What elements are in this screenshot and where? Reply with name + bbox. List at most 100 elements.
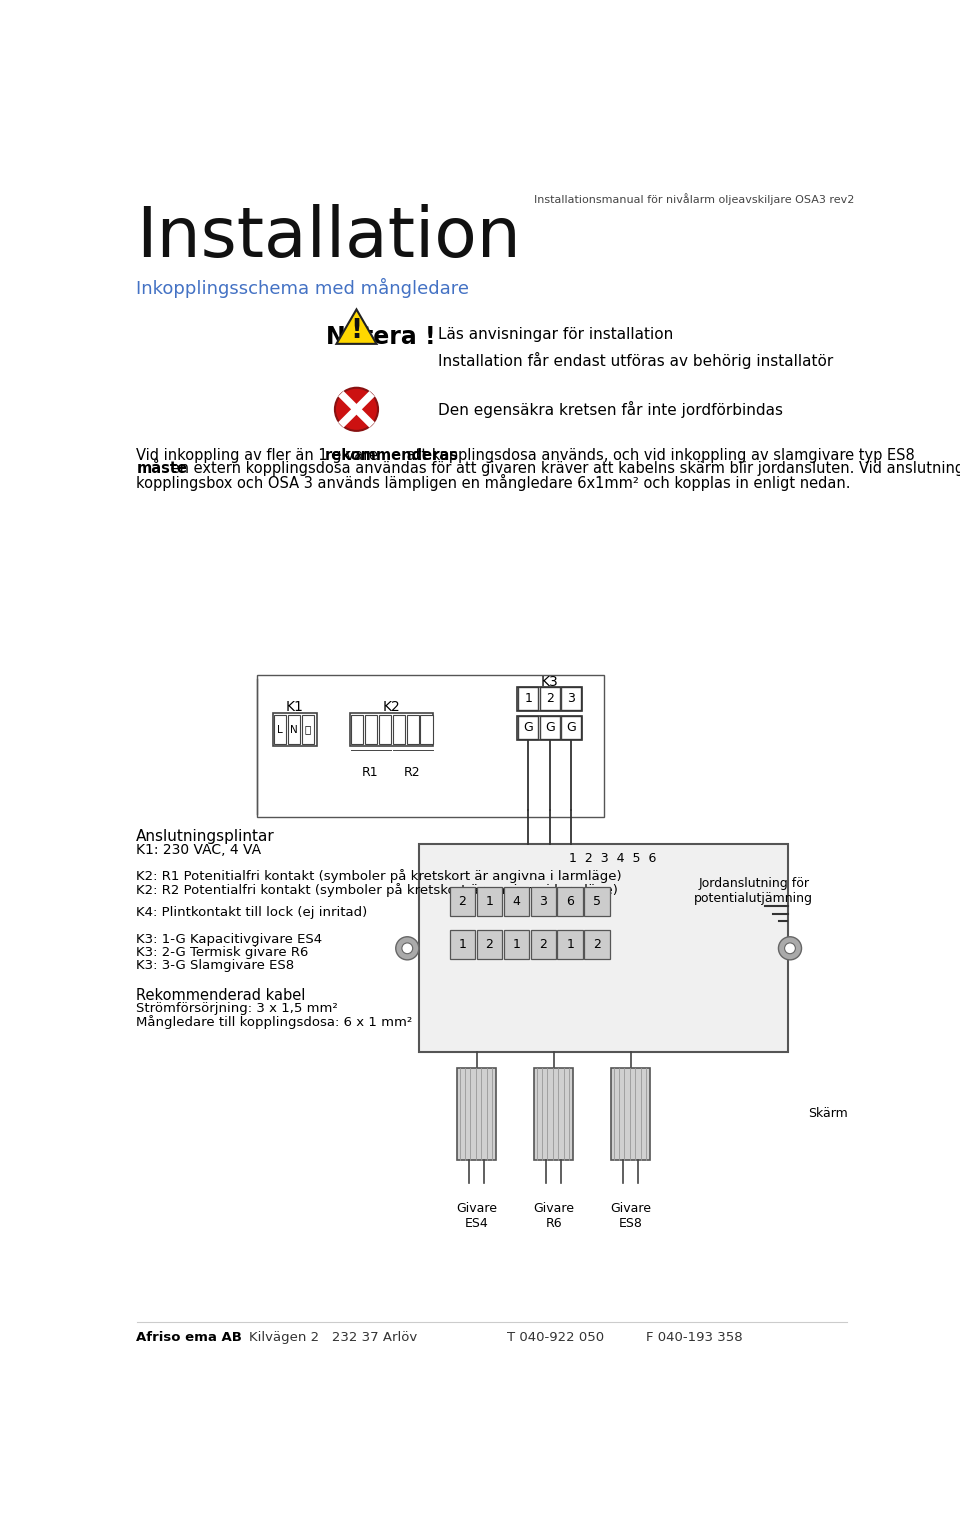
Bar — [288, 715, 300, 744]
Text: ⏚: ⏚ — [305, 724, 311, 735]
Bar — [535, 1067, 573, 1160]
Bar — [531, 931, 556, 959]
Bar — [420, 715, 433, 744]
Text: Notera !: Notera ! — [326, 325, 436, 349]
Text: G: G — [545, 721, 555, 733]
Text: K3: 1-G Kapacitivgivare ES4: K3: 1-G Kapacitivgivare ES4 — [136, 934, 323, 946]
Bar — [540, 686, 560, 709]
Circle shape — [779, 937, 802, 959]
Text: K1: 230 VAC, 4 VA: K1: 230 VAC, 4 VA — [136, 842, 261, 856]
Bar — [517, 686, 582, 710]
Text: 5: 5 — [593, 894, 601, 908]
Bar — [406, 715, 419, 744]
Text: Skarvdosa: Skarvdosa — [542, 903, 612, 915]
Text: K2: K2 — [382, 700, 400, 713]
Text: Givare
ES4: Givare ES4 — [456, 1202, 497, 1231]
Bar — [518, 686, 539, 709]
Text: 1: 1 — [566, 938, 574, 950]
Polygon shape — [336, 310, 376, 345]
Text: Rekommenderad kabel: Rekommenderad kabel — [136, 988, 305, 1003]
Bar — [504, 887, 529, 915]
Text: R2: R2 — [403, 765, 420, 779]
Text: kopplingsbox och OSA 3 används lämpligen en mångledare 6x1mm² och kopplas in enl: kopplingsbox och OSA 3 används lämpligen… — [136, 474, 851, 490]
Bar — [540, 716, 560, 739]
Bar — [531, 887, 556, 915]
Text: 2: 2 — [546, 692, 554, 704]
Bar — [457, 1067, 496, 1160]
Text: K1: K1 — [285, 700, 303, 713]
Text: K2: R1 Potenitialfri kontakt (symboler på kretskort är angivna i larmläge): K2: R1 Potenitialfri kontakt (symboler p… — [136, 868, 622, 883]
Text: G: G — [523, 721, 533, 733]
Text: !: ! — [350, 319, 363, 345]
Text: Strömförsörjning: 3 x 1,5 mm²: Strömförsörjning: 3 x 1,5 mm² — [136, 1002, 338, 1016]
Text: Mångledare till kopplingsdosa: 6 x 1 mm²: Mångledare till kopplingsdosa: 6 x 1 mm² — [136, 1016, 413, 1029]
Text: Jordanslutning för
potentialutjämning: Jordanslutning för potentialutjämning — [694, 877, 813, 905]
Text: F 040-193 358: F 040-193 358 — [646, 1331, 743, 1343]
Bar — [504, 931, 529, 959]
Text: T 040-922 050: T 040-922 050 — [508, 1331, 605, 1343]
Bar — [476, 931, 502, 959]
Text: K3: K3 — [540, 676, 559, 689]
Text: 2: 2 — [540, 938, 547, 950]
Bar — [518, 716, 539, 739]
Text: Installation får endast utföras av behörig installatör: Installation får endast utföras av behör… — [438, 352, 833, 369]
Bar — [558, 887, 583, 915]
Text: 2: 2 — [459, 894, 467, 908]
Bar — [449, 931, 475, 959]
Text: rekommenderas: rekommenderas — [324, 448, 459, 463]
Text: K2: R2 Potentialfri kontakt (symboler på kretskort är angivna i larmläge): K2: R2 Potentialfri kontakt (symboler på… — [136, 883, 618, 897]
Bar — [351, 715, 364, 744]
Bar — [612, 1067, 650, 1160]
Text: Afriso ema AB: Afriso ema AB — [136, 1331, 242, 1343]
Text: R1: R1 — [362, 765, 378, 779]
Text: måste: måste — [136, 461, 187, 477]
Text: Anslutningsplintar: Anslutningsplintar — [136, 829, 275, 844]
Circle shape — [396, 937, 419, 959]
Text: Inkopplingsschema med mångledare: Inkopplingsschema med mångledare — [136, 278, 469, 299]
Bar — [476, 887, 502, 915]
Bar — [449, 887, 475, 915]
Text: 1: 1 — [513, 938, 520, 950]
Text: 1: 1 — [459, 938, 467, 950]
Bar — [585, 931, 610, 959]
Text: 3: 3 — [567, 692, 575, 704]
Text: Den egensäkra kretsen får inte jordförbindas: Den egensäkra kretsen får inte jordförbi… — [438, 401, 783, 417]
Text: Vid inkoppling av fler än 1 givare: Vid inkoppling av fler än 1 givare — [136, 448, 383, 463]
Text: K3: 3-G Slamgivare ES8: K3: 3-G Slamgivare ES8 — [136, 959, 295, 972]
Bar — [349, 713, 433, 745]
Text: 1: 1 — [524, 692, 532, 704]
Circle shape — [402, 943, 413, 953]
Text: G: G — [566, 721, 576, 733]
Bar — [517, 716, 582, 741]
Text: 4: 4 — [513, 894, 520, 908]
Text: 6: 6 — [566, 894, 574, 908]
Circle shape — [784, 943, 796, 953]
Text: L: L — [277, 724, 283, 735]
Bar — [393, 715, 405, 744]
Text: 2: 2 — [593, 938, 601, 950]
Bar — [379, 715, 391, 744]
Text: Givare
R6: Givare R6 — [533, 1202, 574, 1231]
Bar — [558, 931, 583, 959]
Text: Givare
ES8: Givare ES8 — [611, 1202, 651, 1231]
Text: 3: 3 — [540, 894, 547, 908]
Text: Skärm: Skärm — [807, 1107, 848, 1120]
Text: Installation: Installation — [136, 203, 521, 270]
Bar — [365, 715, 377, 744]
Circle shape — [335, 387, 378, 431]
Bar — [585, 887, 610, 915]
Bar — [419, 844, 788, 1052]
Text: 2: 2 — [486, 938, 493, 950]
Text: K4: Plintkontakt till lock (ej inritad): K4: Plintkontakt till lock (ej inritad) — [136, 906, 368, 918]
Bar — [301, 715, 314, 744]
Text: att kopplingsdosa används, och vid inkoppling av slamgivare typ ES8: att kopplingsdosa används, och vid inkop… — [402, 448, 915, 463]
Bar — [562, 716, 582, 739]
Text: 1  2  3  4  5  6: 1 2 3 4 5 6 — [569, 852, 657, 865]
Text: N: N — [290, 724, 298, 735]
Bar — [562, 686, 582, 709]
Text: 1: 1 — [486, 894, 493, 908]
Bar — [273, 713, 317, 745]
Text: Installationsmanual för nivålarm oljeavskiljare OSA3 rev2: Installationsmanual för nivålarm oljeavs… — [534, 193, 853, 205]
Bar — [275, 715, 286, 744]
Text: Läs anvisningar för installation: Läs anvisningar för installation — [438, 326, 673, 342]
